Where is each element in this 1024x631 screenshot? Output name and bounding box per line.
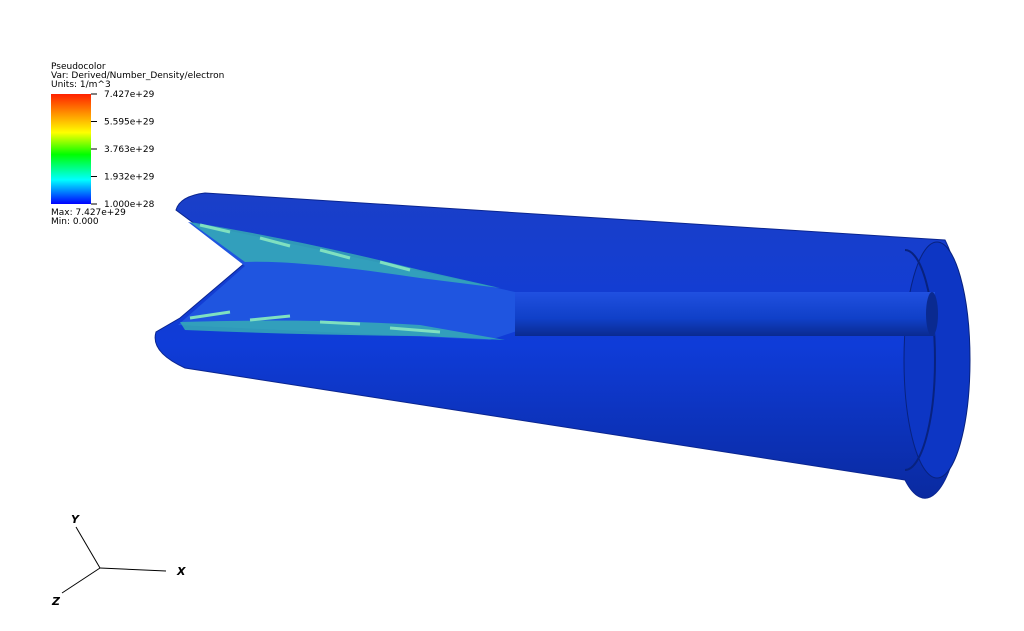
legend-variable: Var: Derived/Number_Density/electron xyxy=(51,71,224,81)
legend-tick-label: 3.763e+29 xyxy=(104,145,155,155)
legend-units: Units: 1/m^3 xyxy=(51,80,111,90)
shell-end xyxy=(903,241,971,479)
legend-tick-label: 5.595e+29 xyxy=(104,118,155,128)
axis-triad: Y X Z xyxy=(51,513,186,608)
legend-max: Max: 7.427e+29 xyxy=(51,208,126,218)
legend-ticks: 7.427e+29 5.595e+29 3.763e+29 1.932e+29 1.00… xyxy=(91,90,155,210)
lower-plasma xyxy=(180,320,505,340)
rod-end xyxy=(926,292,938,336)
plasma-texture xyxy=(189,223,441,334)
legend-title: Pseudocolor xyxy=(51,62,106,72)
x-axis xyxy=(99,567,167,572)
shell-inner-rim xyxy=(904,249,936,471)
y-axis xyxy=(75,526,101,569)
legend-tick-label: 1.932e+29 xyxy=(104,173,155,183)
inner-rod xyxy=(515,292,935,336)
y-label: Y xyxy=(71,513,80,526)
legend-tick-label: 7.427e+29 xyxy=(104,90,155,100)
cylinder-render xyxy=(154,192,971,499)
legend-min: Min: 0.000 xyxy=(51,217,99,227)
legend: Pseudocolor Var: Derived/Number_Density/… xyxy=(51,62,224,227)
z-axis xyxy=(61,567,101,594)
x-label: X xyxy=(176,565,186,578)
z-label: Z xyxy=(51,595,61,608)
legend-tick-label: 1.000e+28 xyxy=(104,200,155,210)
color-bar xyxy=(51,94,91,204)
